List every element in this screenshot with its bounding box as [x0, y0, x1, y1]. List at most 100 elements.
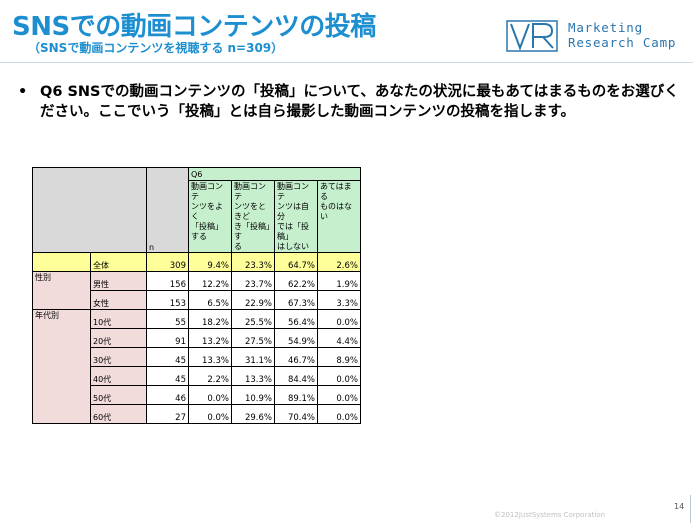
segment-cell: 年代別	[32, 309, 91, 329]
table-row: 40代 45 2.2% 13.3% 84.4% 0.0%	[32, 366, 361, 386]
value-cell: 84.4%	[274, 366, 318, 386]
value-cell: 18.2%	[188, 309, 232, 329]
value-cell: 64.7%	[274, 252, 318, 272]
table-row: 30代 45 13.3% 31.1% 46.7% 8.9%	[32, 347, 361, 367]
value-cell: 10.9%	[231, 385, 275, 405]
table-row: 50代 46 0.0% 10.9% 89.1% 0.0%	[32, 385, 361, 405]
table-row: 性別 男性 156 12.2% 23.7% 62.2% 1.9%	[32, 271, 361, 291]
column-header-line: き「投稿」す	[234, 222, 270, 241]
column-header: 動画コンテ ンツをときど き「投稿」する	[231, 180, 275, 253]
slide-subtitle: （SNSで動画コンテンツを視聴する n=309）	[28, 41, 284, 55]
segment-cell	[32, 347, 91, 367]
table-row: 20代 91 13.2% 27.5% 54.9% 4.4%	[32, 328, 361, 348]
segment-cell	[32, 404, 91, 424]
question-group-header: Q6	[188, 167, 361, 181]
n-header: n	[146, 167, 189, 253]
value-cell: 4.4%	[317, 328, 361, 348]
row-label: 30代	[90, 347, 147, 367]
n-cell: 156	[146, 271, 189, 291]
value-cell: 23.3%	[231, 252, 275, 272]
logo-line-2: Research Camp	[568, 35, 677, 50]
table-row: 女性 153 6.5% 22.9% 67.3% 3.3%	[32, 290, 361, 310]
results-table: n Q6 動画コンテ ンツをよく 「投稿」する 動画コンテ ンツをときど き「投稿」する動…	[32, 167, 361, 424]
segment-cell: 性別	[32, 271, 91, 291]
value-cell: 62.2%	[274, 271, 318, 291]
value-cell: 2.2%	[188, 366, 232, 386]
page-number: 14	[674, 502, 685, 511]
value-cell: 70.4%	[274, 404, 318, 424]
n-cell: 91	[146, 328, 189, 348]
value-cell: 3.3%	[317, 290, 361, 310]
segment-cell	[32, 290, 91, 310]
value-cell: 8.9%	[317, 347, 361, 367]
segment-cell	[32, 252, 91, 272]
column-header-line: あてはまる	[320, 182, 352, 201]
column-header-line: 動画コンテ	[191, 182, 223, 201]
column-header-line: 「投稿」する	[191, 222, 223, 241]
row-label: 男性	[90, 271, 147, 291]
column-header-line: ンツをよく	[191, 202, 223, 221]
segment-cell	[32, 366, 91, 386]
row-label: 女性	[90, 290, 147, 310]
value-cell: 67.3%	[274, 290, 318, 310]
value-cell: 0.0%	[317, 309, 361, 329]
value-cell: 13.3%	[231, 366, 275, 386]
column-header: 動画コンテ ンツをよく 「投稿」する	[188, 180, 232, 253]
slide-title: SNSでの動画コンテンツの投稿	[12, 12, 376, 42]
value-cell: 89.1%	[274, 385, 318, 405]
column-header-line: ンツをときど	[234, 202, 266, 221]
column-header-line: ンツは自分	[277, 202, 309, 221]
value-cell: 9.4%	[188, 252, 232, 272]
value-cell: 13.3%	[188, 347, 232, 367]
segment-cell	[32, 328, 91, 348]
bullet: •	[18, 84, 28, 100]
value-cell: 12.2%	[188, 271, 232, 291]
n-cell: 153	[146, 290, 189, 310]
logo-text: Marketing Research Camp	[568, 20, 676, 50]
side-divider	[690, 495, 691, 523]
column-header-line: 動画コンテ	[277, 182, 309, 201]
row-label: 全体	[90, 252, 147, 272]
table-row: 全体 309 9.4% 23.3% 64.7% 2.6%	[32, 252, 361, 272]
value-cell: 0.0%	[317, 385, 361, 405]
header-divider	[0, 62, 693, 63]
value-cell: 1.9%	[317, 271, 361, 291]
row-label: 50代	[90, 385, 147, 405]
value-cell: 2.6%	[317, 252, 361, 272]
value-cell: 25.5%	[231, 309, 275, 329]
row-label: 40代	[90, 366, 147, 386]
n-cell: 309	[146, 252, 189, 272]
n-cell: 27	[146, 404, 189, 424]
n-cell: 55	[146, 309, 189, 329]
value-cell: 54.9%	[274, 328, 318, 348]
segment-cell	[32, 385, 91, 405]
row-label: 10代	[90, 309, 147, 329]
column-header-line: はしない	[277, 242, 309, 251]
marketing-research-camp-logo: Marketing Research Camp	[506, 20, 690, 54]
n-cell: 45	[146, 347, 189, 367]
logo-line-1: Marketing	[568, 20, 643, 35]
value-cell: 6.5%	[188, 290, 232, 310]
column-header: 動画コンテ ンツは自分 では「投稿」 はしない	[274, 180, 318, 253]
value-cell: 22.9%	[231, 290, 275, 310]
value-cell: 0.0%	[317, 366, 361, 386]
n-cell: 46	[146, 385, 189, 405]
copyright-footer: ©2012JustSystems Corporation	[494, 511, 606, 519]
table-row: 60代 27 0.0% 29.6% 70.4% 0.0%	[32, 404, 361, 424]
value-cell: 31.1%	[231, 347, 275, 367]
value-cell: 0.0%	[188, 404, 232, 424]
column-header-line: では「投稿」	[277, 222, 309, 241]
vr-logo-icon	[506, 20, 558, 52]
value-cell: 13.2%	[188, 328, 232, 348]
n-cell: 45	[146, 366, 189, 386]
row-label: 60代	[90, 404, 147, 424]
row-label: 20代	[90, 328, 147, 348]
table-row: 年代別 10代 55 18.2% 25.5% 56.4% 0.0%	[32, 309, 361, 329]
value-cell: 29.6%	[231, 404, 275, 424]
value-cell: 56.4%	[274, 309, 318, 329]
column-header-line: 動画コンテ	[234, 182, 266, 201]
value-cell: 46.7%	[274, 347, 318, 367]
value-cell: 23.7%	[231, 271, 275, 291]
value-cell: 0.0%	[188, 385, 232, 405]
table-corner	[32, 167, 147, 253]
